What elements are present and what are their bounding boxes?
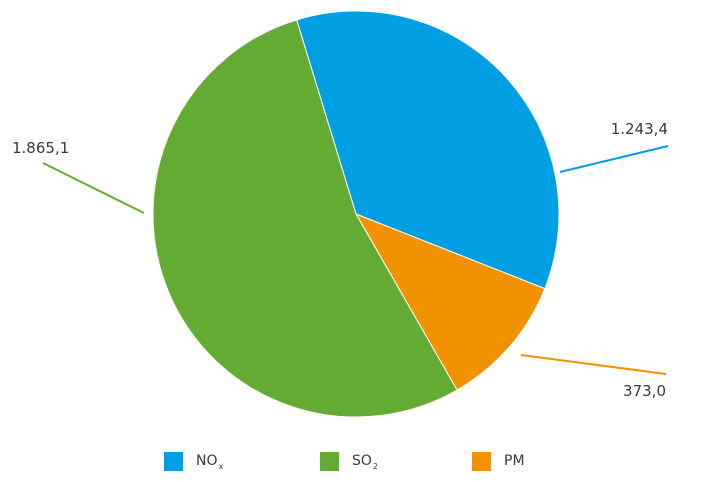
legend-item-so2: SO 2: [320, 448, 378, 474]
legend-item-pm: PM: [472, 448, 526, 474]
leader-line-so2: [42, 162, 145, 214]
legend-label-nox: NO x: [196, 453, 224, 471]
legend-swatch-nox: [164, 451, 183, 471]
pie-slice-pm: [354, 213, 546, 391]
leader-line-pm: [520, 354, 667, 375]
legend-item-nox: NO x: [164, 448, 223, 474]
chart-legend: NO x SO 2 PM: [0, 448, 709, 474]
data-label-so2: 1.865,1: [12, 139, 69, 157]
legend-label-pm: PM: [504, 453, 525, 469]
legend-swatch-so2: [320, 451, 339, 471]
legend-label-so2: SO 2: [352, 453, 378, 471]
pie-slice-nox: [296, 10, 560, 290]
legend-swatch-pm: [472, 451, 491, 471]
data-label-pm: 373,0: [623, 382, 666, 400]
leader-line-nox: [559, 145, 669, 173]
pie-slice-so2: [152, 19, 458, 418]
data-label-nox: 1.243,4: [611, 120, 668, 138]
